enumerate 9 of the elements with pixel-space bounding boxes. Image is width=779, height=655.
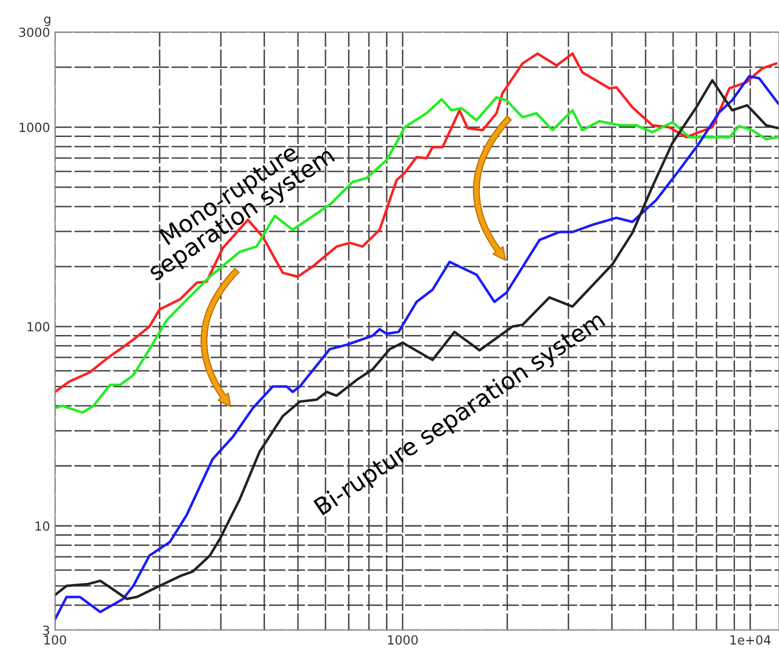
y-axis-title: g	[44, 16, 50, 26]
x-tick-label: 100	[44, 635, 66, 645]
x-tick-label: 1e+04	[730, 635, 771, 645]
y-tick-label: 1000	[20, 122, 50, 132]
y-tick-label: 100	[28, 322, 50, 332]
x-tick-label: 1000	[388, 635, 418, 645]
y-tick-label: 3000	[19, 28, 50, 38]
y-tick-label: 3	[43, 626, 50, 636]
y-tick-label: 10	[36, 521, 50, 531]
